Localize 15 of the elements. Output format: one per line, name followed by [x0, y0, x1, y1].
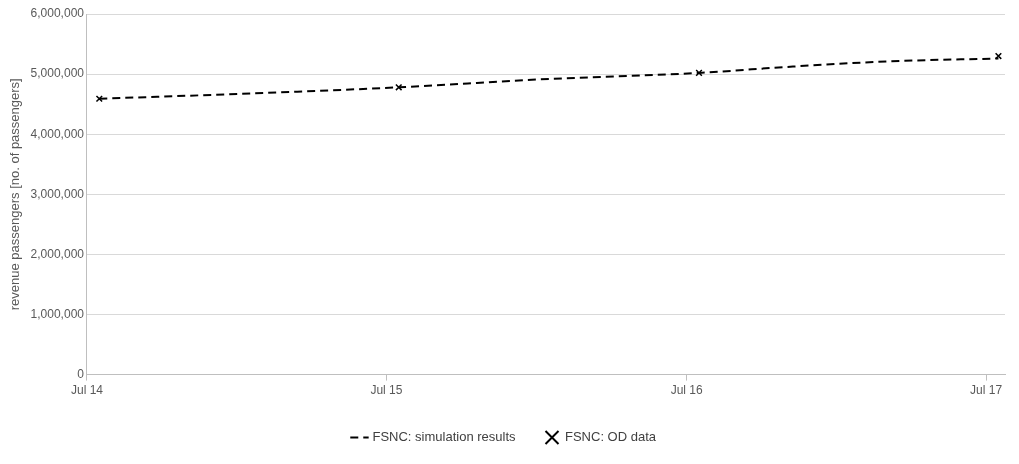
- legend-label: FSNC: OD data: [565, 429, 657, 445]
- y-axis-title: revenue passengers [no. of passengers]: [7, 78, 23, 311]
- y-tick-label: 5,000,000: [30, 66, 85, 81]
- x-tick-label: Jul 17: [970, 383, 1003, 398]
- y-tick-label: 0: [77, 366, 85, 381]
- y-tick-label: 1,000,000: [30, 306, 85, 321]
- y-tick-label: 2,000,000: [30, 246, 85, 261]
- y-tick-label: 4,000,000: [30, 126, 85, 141]
- y-tick-label: 3,000,000: [30, 186, 85, 201]
- x-tick-label: Jul 14: [70, 383, 104, 398]
- x-tick-label: Jul 15: [370, 383, 403, 398]
- x-tick-label: Jul 16: [670, 383, 704, 398]
- y-tick-label: 6,000,000: [30, 6, 85, 21]
- point: [95, 95, 103, 103]
- legend-label: FSNC: simulation results: [372, 429, 517, 445]
